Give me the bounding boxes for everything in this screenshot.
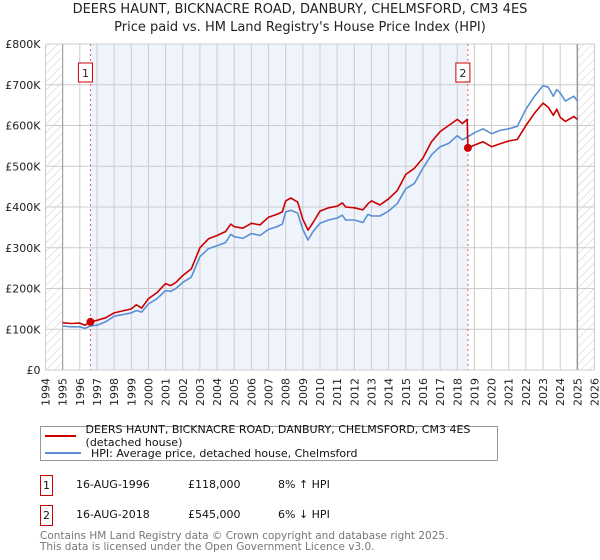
footer-copyright: Contains HM Land Registry data © Crown c…: [40, 530, 449, 542]
legend-label: HPI: Average price, detached house, Chel…: [91, 446, 358, 460]
x-tick-label: 2025: [571, 378, 584, 406]
y-tick-label: £300K: [5, 242, 41, 255]
transaction-marker: 2: [40, 505, 53, 526]
transaction-hpi: 8% ↑ HPI: [278, 478, 330, 491]
sale-label: 2: [459, 67, 466, 80]
transaction-price: £545,000: [188, 508, 241, 521]
legend-swatch-red: [45, 435, 76, 437]
x-tick-label: 2011: [331, 378, 344, 406]
x-tick-label: 2001: [160, 378, 173, 406]
x-tick-label: 2007: [263, 378, 276, 406]
legend-swatch-blue: [45, 452, 81, 454]
x-tick-label: 2022: [520, 378, 533, 406]
x-tick-label: 2009: [297, 378, 310, 406]
y-tick-label: £700K: [5, 79, 41, 92]
x-tick-label: 2012: [348, 378, 361, 406]
y-tick-label: £200K: [5, 283, 41, 296]
transaction-marker: 1: [40, 475, 53, 496]
sale-point: [86, 317, 95, 326]
transaction-hpi: 6% ↓ HPI: [278, 508, 330, 521]
x-tick-label: 2013: [365, 378, 378, 406]
chart-subtitle: Price paid vs. HM Land Registry's House …: [114, 20, 486, 35]
y-tick-label: £0: [27, 364, 41, 377]
x-tick-label: 2021: [503, 378, 516, 406]
x-tick-label: 2019: [468, 378, 481, 406]
x-tick-label: 2020: [486, 378, 499, 406]
price-chart: 1994 1995 1996 1997 1998 1999 2000 2001 2002 2003…: [5, 38, 600, 406]
x-tick-label: 1999: [125, 378, 138, 406]
legend-item-property: DEERS HAUNT, BICKNACRE ROAD, DANBURY, CH…: [45, 423, 497, 449]
x-tick-label: 2015: [400, 378, 413, 406]
x-tick-label: 1994: [40, 378, 53, 406]
transaction-date: 16-AUG-1996: [76, 478, 150, 491]
x-tick-label: 2006: [245, 378, 258, 406]
x-tick-label: 2018: [451, 378, 464, 406]
x-tick-label: 2000: [142, 378, 155, 406]
y-tick-label: £500K: [5, 160, 41, 173]
x-tick-label: 1996: [74, 378, 87, 406]
x-tick-label: 2024: [554, 378, 567, 406]
footer-licence: This data is licensed under the Open Gov…: [40, 541, 375, 553]
y-tick-label: £800K: [5, 38, 41, 51]
x-tick-label: 1998: [108, 378, 121, 406]
property-price-line: [62, 102, 578, 326]
x-tick-label: 2023: [537, 378, 550, 406]
sale-point: [463, 143, 472, 152]
legend: DEERS HAUNT, BICKNACRE ROAD, DANBURY, CH…: [40, 423, 498, 461]
x-tick-label: 2004: [211, 378, 224, 406]
x-tick-label: 1997: [91, 378, 104, 406]
legend-label: DEERS HAUNT, BICKNACRE ROAD, DANBURY, CH…: [85, 423, 471, 449]
x-tick-label: 2002: [177, 378, 190, 406]
sale-label-box: [455, 62, 471, 83]
x-tick-label: 2010: [314, 378, 327, 406]
y-tick-label: £600K: [5, 120, 41, 133]
x-tick-label: 2016: [417, 378, 430, 406]
transaction-price: £118,000: [188, 478, 241, 491]
legend-item-hpi: HPI: Average price, detached house, Chel…: [45, 445, 357, 461]
x-tick-label: 2014: [383, 378, 396, 406]
y-tick-label: £400K: [5, 201, 41, 214]
x-tick-label: 1995: [57, 378, 70, 406]
sale-label: 1: [82, 67, 89, 80]
transaction-date: 16-AUG-2018: [76, 508, 150, 521]
x-tick-label: 2017: [434, 378, 447, 406]
chart-title: DEERS HAUNT, BICKNACRE ROAD, DANBURY, CH…: [72, 2, 528, 17]
y-tick-label: £100K: [5, 323, 41, 336]
sale-label-box: [77, 62, 93, 83]
hpi-line: [62, 84, 578, 330]
x-tick-label: 2026: [589, 378, 600, 406]
x-tick-label: 2008: [280, 378, 293, 406]
x-tick-label: 2005: [228, 378, 241, 406]
x-tick-label: 2003: [194, 378, 207, 406]
